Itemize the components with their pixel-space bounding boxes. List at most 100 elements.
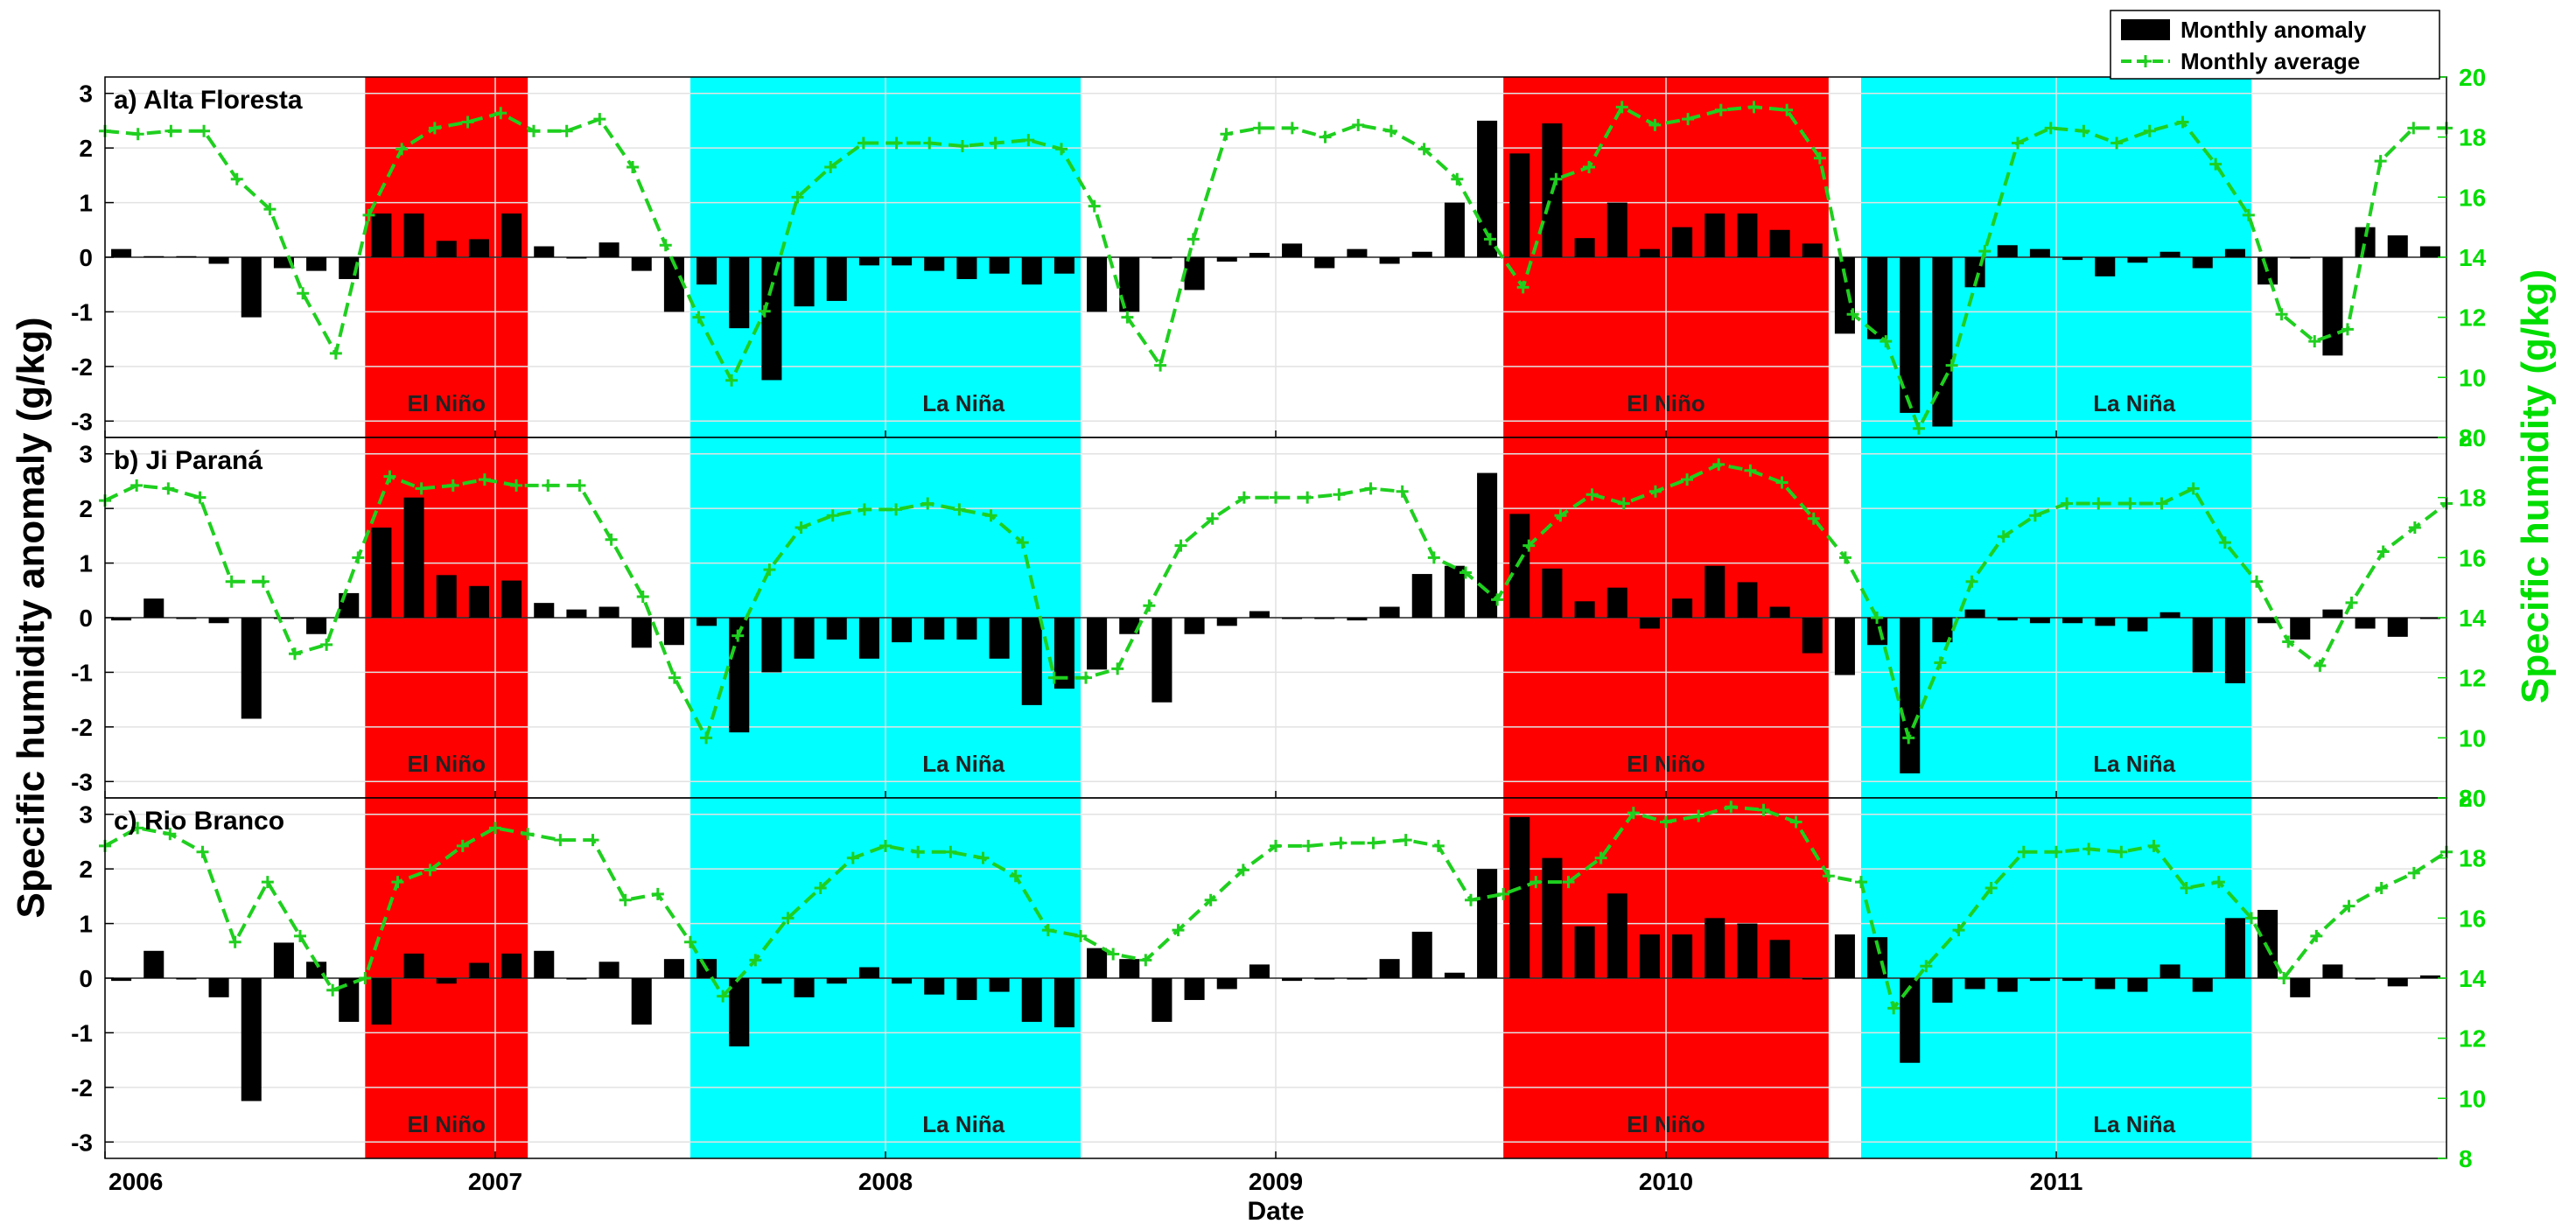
anomaly-bar	[989, 618, 1010, 659]
average-marker	[1920, 960, 1933, 973]
average-marker	[1781, 103, 1794, 116]
anomaly-bar	[1606, 587, 1628, 618]
tick-label-right: 10	[2459, 724, 2486, 752]
average-marker	[1807, 512, 1820, 525]
anomaly-bar	[1932, 978, 1953, 1004]
average-marker	[396, 143, 409, 156]
average-marker	[1714, 103, 1727, 116]
enso-label: La Niña	[2093, 751, 2175, 777]
anomaly-bar	[273, 618, 294, 619]
tick-label-left: -3	[71, 408, 93, 435]
enso-label: La Niña	[922, 1111, 1004, 1137]
average-marker	[2375, 882, 2388, 894]
anomaly-bar	[1411, 931, 1432, 978]
average-marker	[1459, 566, 1472, 579]
anomaly-bar	[1444, 202, 1465, 257]
average-marker	[890, 136, 903, 150]
anomaly-bar	[144, 598, 164, 618]
anomaly-bar	[2127, 618, 2148, 632]
average-marker	[320, 638, 333, 651]
average-marker	[1483, 233, 1496, 246]
average-marker	[1301, 491, 1314, 504]
anomaly-bar	[956, 978, 977, 1000]
average-marker	[1270, 839, 1282, 852]
tick-label-right: 16	[2459, 544, 2486, 571]
average-marker	[1154, 359, 1167, 372]
anomaly-bar	[2160, 964, 2180, 978]
average-marker	[1813, 151, 1826, 164]
tick-label-right: 12	[2459, 665, 2486, 692]
anomaly-bar	[1347, 618, 1368, 621]
anomaly-bar	[696, 618, 718, 626]
anomaly-bar	[1639, 934, 1660, 978]
average-marker	[2376, 545, 2390, 558]
average-marker	[263, 203, 276, 216]
average-marker	[1302, 839, 1315, 852]
average-marker	[2341, 323, 2354, 336]
average-marker	[1285, 122, 1298, 135]
anomaly-bar	[403, 953, 424, 978]
average-marker	[261, 876, 274, 889]
average-marker	[1822, 870, 1835, 883]
average-marker	[1399, 834, 1412, 847]
average-marker	[2155, 497, 2168, 510]
tick-label-left: 2	[79, 856, 93, 883]
anomaly-bar	[1021, 257, 1042, 285]
average-marker	[2345, 596, 2358, 609]
anomaly-bar	[176, 618, 197, 619]
average-marker	[1522, 539, 1536, 552]
average-marker	[391, 876, 404, 889]
average-marker	[1530, 876, 1543, 889]
anomaly-bar	[208, 257, 229, 264]
anomaly-bar	[111, 978, 132, 982]
average-marker	[1562, 876, 1575, 889]
anomaly-bar	[1119, 257, 1140, 312]
average-marker	[1952, 924, 1965, 937]
average-marker	[2374, 155, 2387, 168]
anomaly-bar	[956, 257, 977, 279]
anomaly-bar	[2322, 964, 2343, 978]
anomaly-bar	[501, 953, 522, 978]
anomaly-bar	[403, 497, 424, 618]
anomaly-bar	[1216, 978, 1237, 990]
enso-label: El Niño	[407, 751, 486, 777]
anomaly-bar	[1509, 514, 1530, 618]
anomaly-bar	[1314, 618, 1335, 619]
average-marker	[956, 139, 969, 152]
tick-label-right: 14	[2459, 965, 2487, 992]
anomaly-bar	[1606, 202, 1628, 257]
anomaly-bar	[1574, 238, 1595, 257]
anomaly-bar	[1282, 978, 1303, 982]
anomaly-bar	[2419, 246, 2440, 257]
anomaly-bar	[631, 257, 652, 271]
average-marker	[758, 304, 771, 318]
anomaly-bar	[1900, 618, 1921, 773]
y-axis-label-left: Specific humidity anomaly (g/kg)	[10, 317, 52, 918]
anomaly-bar	[2355, 227, 2376, 257]
average-marker	[130, 479, 144, 492]
average-marker	[164, 828, 177, 841]
anomaly-bar	[1249, 611, 1270, 618]
average-marker	[2408, 521, 2421, 534]
anomaly-bar	[2192, 618, 2213, 673]
anomaly-bar	[144, 950, 164, 978]
average-marker	[1648, 118, 1662, 131]
anomaly-bar	[436, 575, 457, 618]
legend: Monthly anomaly Monthly average	[2110, 10, 2440, 80]
tick-label-right: 10	[2459, 364, 2486, 391]
average-marker	[1838, 551, 1852, 564]
average-marker	[1648, 485, 1662, 498]
average-marker	[794, 521, 808, 534]
anomaly-bar	[2127, 978, 2148, 992]
anomaly-bar	[2387, 978, 2408, 987]
tick-label-left: 1	[79, 190, 93, 217]
anomaly-bar	[208, 618, 229, 624]
average-marker	[1934, 656, 1947, 669]
tick-label-right: 20	[2459, 785, 2486, 812]
tick-label-x: 2006	[108, 1168, 163, 1195]
tick-label-left: 0	[79, 244, 93, 271]
tick-label-left: 3	[79, 801, 93, 829]
average-marker	[857, 136, 870, 150]
anomaly-bar	[663, 959, 684, 978]
average-marker	[1692, 809, 1705, 822]
